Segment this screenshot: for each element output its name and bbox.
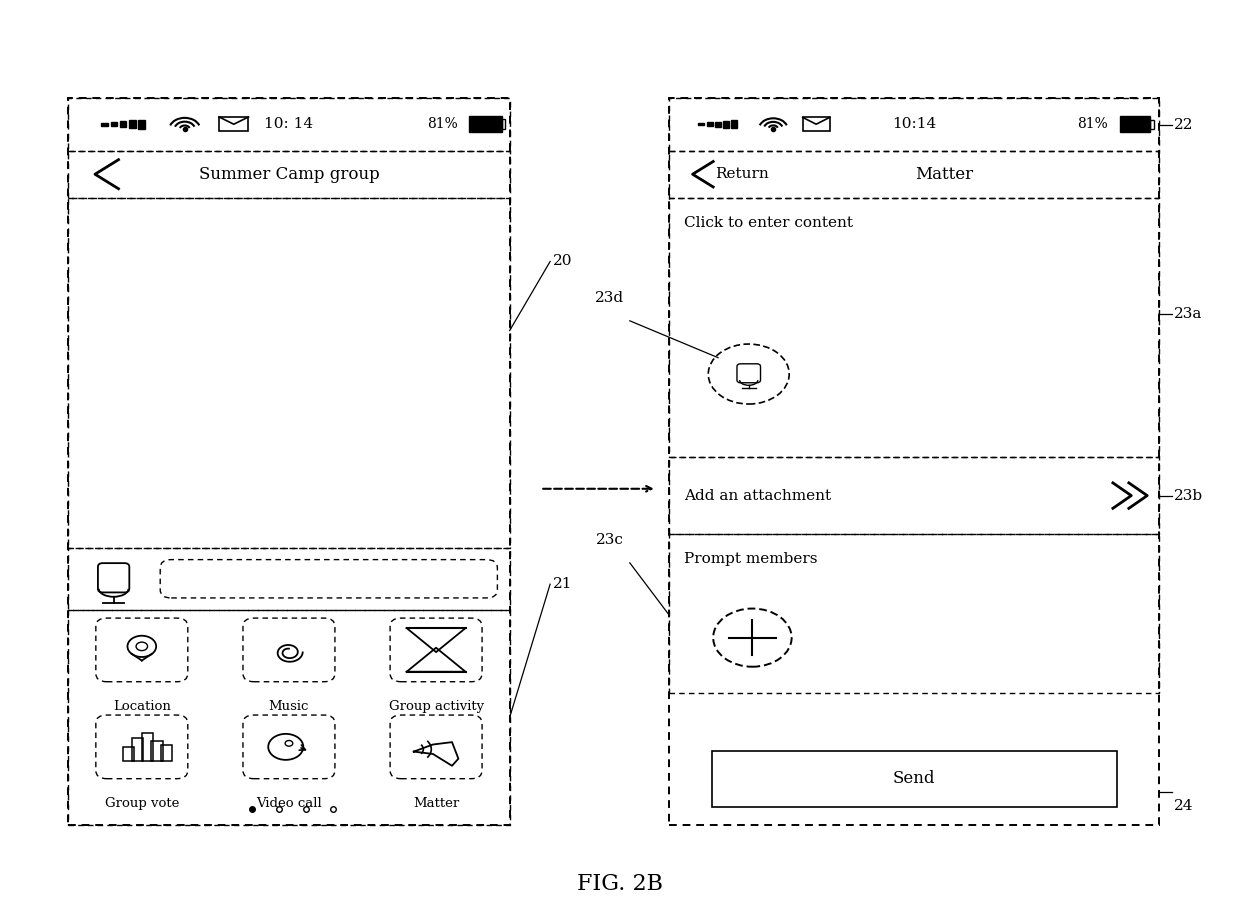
Text: 21: 21 — [553, 577, 572, 592]
Bar — [120, 121, 126, 127]
Text: 23a: 23a — [1174, 307, 1203, 321]
Bar — [219, 117, 248, 131]
Text: 23c: 23c — [595, 533, 624, 547]
Bar — [707, 122, 713, 126]
Bar — [712, 750, 1116, 807]
Bar — [151, 741, 162, 761]
Bar — [802, 117, 830, 131]
Text: 81%: 81% — [1076, 117, 1107, 131]
Bar — [670, 198, 1159, 457]
Text: 10: 14: 10: 14 — [264, 117, 314, 131]
Text: 20: 20 — [553, 255, 572, 269]
Bar — [68, 98, 510, 825]
Bar — [68, 198, 510, 548]
Text: Matter: Matter — [915, 166, 972, 183]
Text: Matter: Matter — [413, 797, 459, 809]
Bar — [141, 733, 153, 761]
Bar — [670, 457, 1159, 534]
Bar — [698, 123, 704, 126]
Bar — [161, 746, 172, 761]
Text: 22: 22 — [1174, 118, 1194, 132]
Text: 23b: 23b — [1174, 488, 1203, 503]
Bar — [723, 121, 729, 127]
Bar — [133, 738, 144, 761]
Bar — [501, 119, 505, 129]
Bar — [68, 548, 510, 610]
Bar — [1120, 116, 1151, 132]
Text: Music: Music — [269, 700, 309, 713]
Text: Send: Send — [893, 771, 935, 787]
Bar — [732, 120, 738, 128]
Text: 81%: 81% — [427, 117, 458, 131]
Bar — [1151, 120, 1154, 129]
Bar — [469, 116, 501, 132]
Bar — [123, 747, 134, 761]
Bar — [68, 98, 510, 150]
Text: Prompt members: Prompt members — [683, 552, 817, 567]
Text: Group vote: Group vote — [104, 797, 179, 809]
Bar — [129, 120, 135, 128]
Bar — [670, 98, 1159, 825]
Bar — [110, 122, 118, 126]
Text: Summer Camp group: Summer Camp group — [198, 166, 379, 183]
Bar — [68, 610, 510, 825]
Text: Video call: Video call — [257, 797, 322, 809]
Text: 23d: 23d — [594, 291, 624, 306]
Text: Location: Location — [113, 700, 171, 713]
Bar — [102, 123, 108, 126]
Bar — [670, 98, 1159, 150]
Text: Return: Return — [715, 167, 769, 181]
Text: Group activity: Group activity — [388, 700, 484, 713]
Bar — [714, 122, 720, 127]
Text: Click to enter content: Click to enter content — [683, 216, 853, 230]
Bar — [670, 150, 1159, 198]
Text: Add an attachment: Add an attachment — [683, 488, 831, 503]
Text: FIG. 2B: FIG. 2B — [577, 873, 663, 895]
Bar — [670, 534, 1159, 693]
Bar — [138, 120, 145, 129]
Bar — [68, 150, 510, 198]
Text: 24: 24 — [1174, 799, 1194, 813]
Text: 10:14: 10:14 — [892, 117, 936, 131]
